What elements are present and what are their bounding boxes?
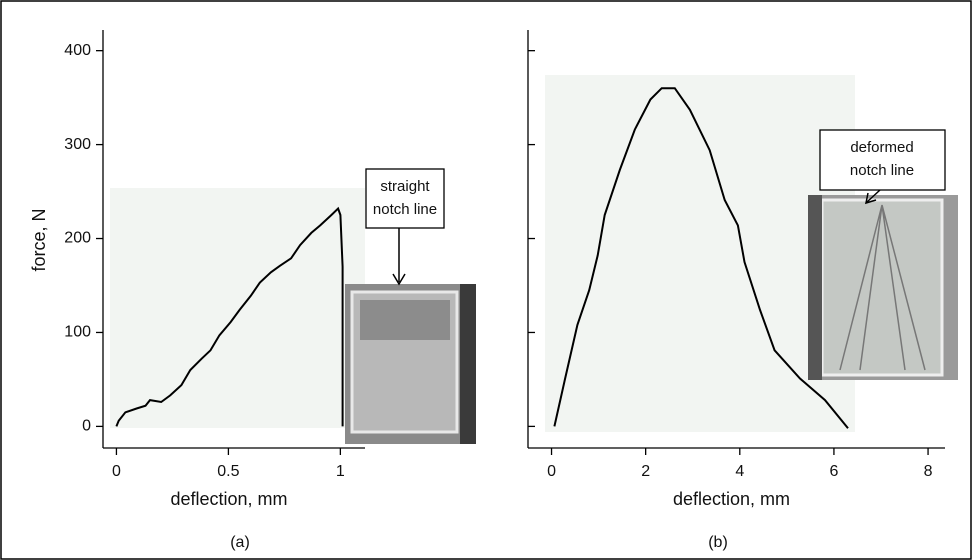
x-tick-label: 6 (829, 463, 838, 480)
data-line (115, 206, 344, 427)
x-tick-label: 0 (112, 463, 121, 480)
arrow-head (392, 273, 406, 286)
x-tick-label: 1 (336, 463, 345, 480)
plot-background (545, 75, 855, 432)
y-tick-label: 0 (82, 418, 91, 435)
annotation: deformed (850, 139, 913, 156)
y-tick-label: 200 (64, 230, 91, 247)
annotation: notch line (850, 162, 914, 179)
x-tick-label: 2 (641, 463, 650, 480)
photo (808, 195, 958, 380)
annotation-box (819, 129, 946, 191)
y-tick-label: 300 (64, 136, 91, 153)
x-tick-label: 4 (735, 463, 744, 480)
arrow-head (865, 192, 877, 205)
x-tick-label: 8 (924, 463, 933, 480)
x-axis-label: deflection, mm (673, 489, 790, 509)
plot-background (110, 188, 365, 428)
data-line (553, 87, 849, 429)
caption: (a) (230, 534, 250, 551)
y-axis-label: force, N (29, 208, 49, 271)
annotation: straight (380, 178, 430, 195)
x-axis-label: deflection, mm (170, 489, 287, 509)
y-tick-label: 100 (64, 324, 91, 341)
annotation-arrow (866, 189, 881, 203)
y-tick-label: 400 (64, 42, 91, 59)
x-tick-label: 0 (547, 463, 556, 480)
annotation: notch line (373, 201, 437, 218)
annotation-box (365, 168, 445, 229)
caption: (b) (708, 534, 728, 551)
photo (345, 284, 476, 444)
x-tick-label: 0.5 (217, 463, 239, 480)
